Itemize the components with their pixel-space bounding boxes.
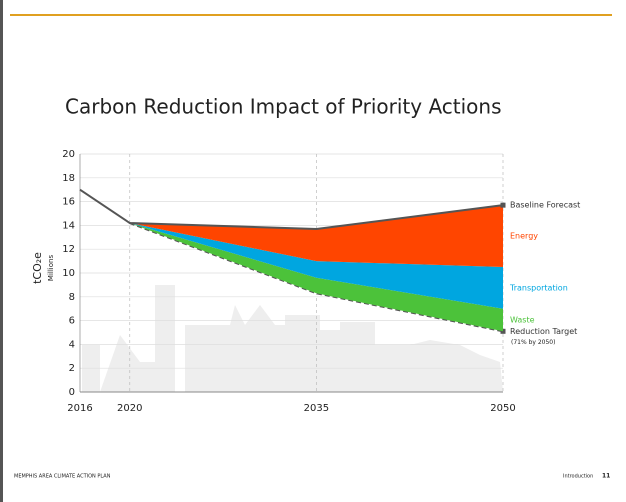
line	[79, 188, 504, 230]
legend-label: Energy	[510, 232, 538, 241]
area	[129, 223, 503, 332]
page-edge	[0, 0, 3, 502]
y-tick-label: 12	[62, 244, 75, 255]
x-tick-label: 2050	[490, 403, 515, 414]
chart-title: Carbon Reduction Impact of Priority Acti…	[65, 95, 502, 119]
legend-label: Waste	[510, 316, 535, 325]
footer-section: Introduction	[563, 474, 593, 480]
legend-note: (71% by 2050)	[511, 339, 555, 346]
y-tick-label: 0	[69, 387, 75, 398]
y-tick-label: 8	[69, 292, 75, 303]
y-axis-label: tCO₂e	[31, 252, 44, 284]
y-tick-label: 14	[62, 220, 75, 231]
footer-left: MEMPHIS AREA CLIMATE ACTION PLAN	[14, 474, 111, 480]
y-tick-label: 16	[62, 197, 75, 208]
area	[129, 223, 503, 309]
y-axis-unit: Millions	[47, 255, 55, 282]
y-tick-label: 4	[69, 339, 75, 350]
footer-page: 11	[602, 473, 610, 480]
x-tick-label: 2016	[67, 403, 92, 414]
legend-label: Transportation	[509, 283, 568, 292]
y-tick-label: 20	[62, 149, 75, 160]
legend-label: Baseline Forecast	[510, 201, 580, 210]
x-tick-label: 2035	[304, 403, 329, 414]
end-marker	[500, 202, 506, 208]
y-tick-label: 6	[69, 316, 75, 327]
y-tick-label: 10	[62, 268, 75, 279]
y-tick-label: 2	[69, 363, 75, 374]
x-tick-label: 2020	[117, 403, 142, 414]
y-tick-label: 18	[62, 173, 75, 184]
skyline	[82, 285, 503, 392]
legend-label: Reduction Target	[510, 327, 577, 336]
area	[129, 205, 503, 268]
